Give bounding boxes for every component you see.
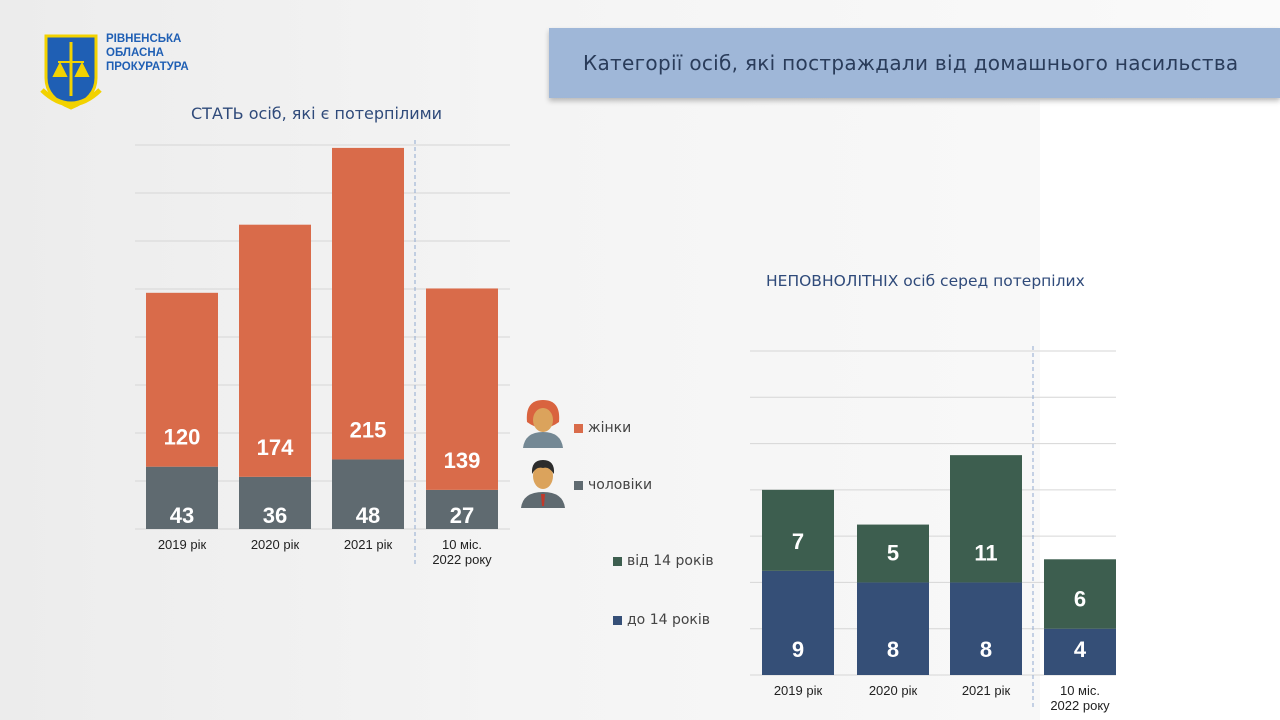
category-label: 2020 рік: [869, 683, 918, 698]
legend-label: до 14 років: [627, 612, 711, 628]
bar-segment: [426, 288, 498, 490]
category-label: 10 міс.: [1060, 683, 1100, 698]
category-label: 2021 рік: [344, 537, 393, 552]
data-label: 8: [980, 637, 992, 662]
man-icon: [521, 460, 565, 508]
data-label: 174: [257, 435, 294, 460]
bar-segment: [1044, 559, 1116, 629]
category-label: 2022 року: [1050, 698, 1110, 713]
legend-swatch: [574, 480, 583, 490]
bar-segment: [1044, 628, 1116, 675]
org-line: ПРОКУРАТУРА: [106, 61, 189, 73]
woman-icon: [523, 400, 563, 448]
category-label: 2019 рік: [774, 683, 823, 698]
data-label: 8: [887, 637, 899, 662]
organization-name: РІВНЕНСЬКА ОБЛАСНА ПРОКУРАТУРА: [106, 32, 189, 74]
org-line: РІВНЕНСЬКА: [106, 33, 182, 45]
category-label: 2020 рік: [251, 537, 300, 552]
data-label: 48: [356, 503, 380, 528]
legend-under-14: до 14 років: [613, 612, 710, 628]
category-label: 2022 року: [432, 552, 492, 567]
bar-segment: [857, 582, 929, 675]
data-label: 215: [350, 417, 387, 442]
data-label: 36: [263, 503, 287, 528]
legend-label: жінки: [588, 420, 632, 436]
chart2-title: НЕПОВНОЛІТНІХ осіб серед потерпілих: [766, 272, 1085, 290]
slide-title: Категорії осіб, які постраждали від дома…: [549, 28, 1280, 98]
bar-segment: [239, 476, 311, 529]
data-label: 120: [164, 425, 201, 450]
legend-swatch: [613, 615, 622, 625]
category-label: 10 міс.: [442, 537, 482, 552]
bar-segment: [332, 459, 404, 529]
bar-segment: [146, 292, 218, 467]
bar-segment: [332, 147, 404, 460]
legend-swatch: [613, 556, 622, 566]
bar-segment: [950, 455, 1022, 583]
data-label: 6: [1074, 587, 1086, 612]
legend-over-14: від 14 років: [613, 553, 714, 569]
bar-segment: [857, 524, 929, 583]
data-label: 27: [450, 503, 474, 528]
legend-label: від 14 років: [627, 553, 714, 569]
bar-segment: [762, 570, 834, 675]
org-line: ОБЛАСНА: [106, 47, 164, 59]
bar-segment: [950, 582, 1022, 675]
legend-men: чоловіки: [574, 477, 652, 493]
data-label: 139: [444, 448, 481, 473]
bar-segment: [146, 466, 218, 529]
category-label: 2021 рік: [962, 683, 1011, 698]
legend-women: жінки: [574, 420, 631, 436]
data-label: 4: [1074, 637, 1087, 662]
data-label: 9: [792, 637, 804, 662]
data-label: 7: [792, 529, 804, 554]
legend-label: чоловіки: [588, 477, 653, 493]
category-label: 2019 рік: [158, 537, 207, 552]
bar-segment: [762, 489, 834, 571]
data-label: 43: [170, 503, 194, 528]
chart1-title: СТАТЬ осіб, які є потерпілими: [191, 104, 443, 123]
legend-swatch: [574, 423, 583, 433]
data-label: 11: [974, 540, 997, 565]
bar-segment: [239, 224, 311, 477]
data-label: 5: [887, 540, 899, 565]
bar-segment: [426, 489, 498, 529]
prosecutor-emblem-logo: [40, 34, 102, 110]
